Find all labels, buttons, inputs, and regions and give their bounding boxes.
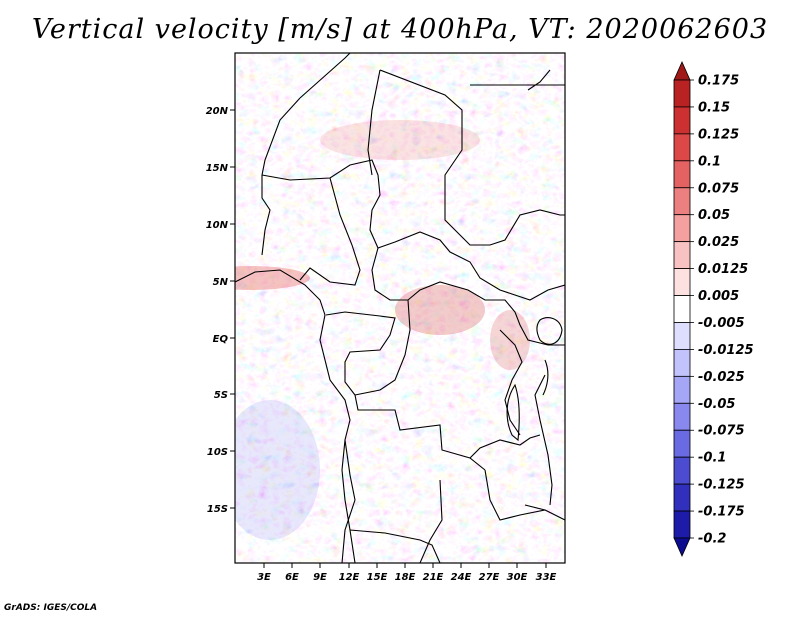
colorbar-swatch xyxy=(673,375,691,404)
colorbar-swatch xyxy=(673,133,691,162)
colorbar-swatch xyxy=(673,106,691,135)
colorbar-swatch xyxy=(673,456,691,485)
y-tick-label: 10N xyxy=(206,220,229,231)
colorbar-swatch xyxy=(673,79,691,108)
map-title: Vertical velocity [m/s] at 400hPa, VT: 2… xyxy=(31,14,769,45)
country-borders xyxy=(235,53,565,563)
colorbar-swatch xyxy=(673,160,691,189)
colorbar: 0.175 0.15 0.125 0.1 0.075 0.05 0.025 0.0125 0.0… xyxy=(673,61,754,557)
colorbar-label: -0.1 xyxy=(698,451,726,466)
colorbar-label: -0.2 xyxy=(698,532,726,547)
x-tick-label: 30E xyxy=(507,572,528,583)
colorbar-swatch xyxy=(673,510,691,539)
colorbar-label: -0.005 xyxy=(698,316,745,331)
colorbar-swatch xyxy=(673,402,691,431)
colorbar-label: 0.005 xyxy=(698,289,739,304)
x-tick-label: 27E xyxy=(479,572,500,583)
colorbar-swatch xyxy=(673,187,691,216)
x-tick-label: 33E xyxy=(536,572,557,583)
colorbar-label: 0.15 xyxy=(698,100,730,115)
colorbar-bottom-triangle xyxy=(673,537,691,557)
velocity-field xyxy=(235,53,565,563)
x-tick-label: 9E xyxy=(313,572,327,583)
colorbar-swatch xyxy=(673,241,691,269)
colorbar-swatch xyxy=(673,268,691,296)
y-tick-label: 5N xyxy=(213,277,229,288)
colorbar-swatch xyxy=(673,295,691,323)
colorbar-label: -0.05 xyxy=(698,397,735,412)
colorbar-label: -0.0125 xyxy=(698,343,754,358)
x-tick-label: 3E xyxy=(257,572,271,583)
colorbar-top-triangle xyxy=(673,61,691,81)
colorbar-label: 0.175 xyxy=(698,74,739,89)
colorbar-swatch xyxy=(673,483,691,512)
colorbar-swatch xyxy=(673,429,691,458)
x-tick-label: 18E xyxy=(395,572,416,583)
colorbar-label: -0.175 xyxy=(698,505,745,520)
colorbar-swatch xyxy=(673,322,691,350)
colorbar-label: -0.075 xyxy=(698,424,745,439)
y-axis-ticks xyxy=(230,109,235,509)
lakes xyxy=(506,317,563,511)
y-tick-label: 15S xyxy=(207,504,228,515)
colorbar-label: -0.025 xyxy=(698,370,745,385)
y-tick-label: EQ xyxy=(213,334,229,345)
x-tick-label: 24E xyxy=(451,572,472,583)
y-tick-label: 10S xyxy=(207,447,228,458)
y-tick-label: 15N xyxy=(206,163,229,174)
colorbar-label: 0.125 xyxy=(698,127,739,142)
grads-credit: GrADS: IGES/COLA xyxy=(4,603,98,613)
colorbar-label: 0.0125 xyxy=(698,262,748,277)
colorbar-swatch xyxy=(673,214,691,243)
colorbar-label: 0.025 xyxy=(698,235,739,250)
x-axis-ticks xyxy=(263,563,547,568)
colorbar-swatch xyxy=(673,349,691,377)
x-tick-label: 15E xyxy=(367,572,388,583)
y-tick-labels: 20N 15N 10N 5N EQ 5S 10S 15S xyxy=(206,106,229,515)
x-tick-label: 6E xyxy=(285,572,299,583)
x-tick-labels: 3E 6E 9E 12E 15E 18E 21E 24E 27E 30E 33E xyxy=(257,572,556,583)
plot-frame xyxy=(234,52,566,564)
x-tick-label: 21E xyxy=(423,572,444,583)
y-tick-label: 20N xyxy=(206,106,229,117)
colorbar-label: 0.1 xyxy=(698,154,721,169)
colorbar-label: 0.05 xyxy=(698,208,730,223)
colorbar-label: 0.075 xyxy=(698,181,739,196)
colorbar-label: -0.125 xyxy=(698,478,745,493)
y-tick-label: 5S xyxy=(214,390,228,401)
x-tick-label: 12E xyxy=(339,572,360,583)
